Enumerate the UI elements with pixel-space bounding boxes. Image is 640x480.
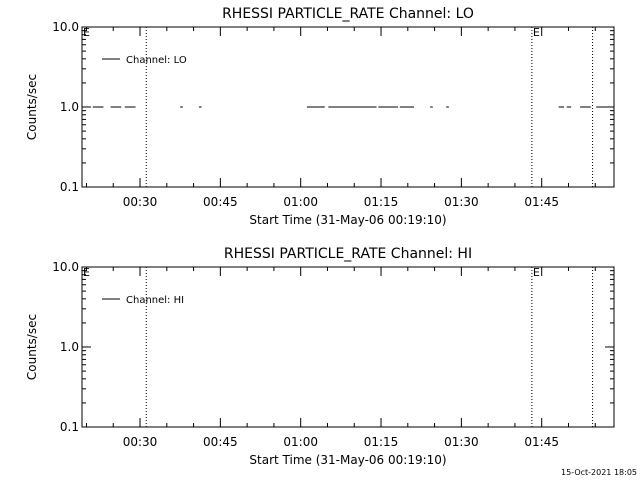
x-axis-label: Start Time (31-May-06 00:19:10) — [249, 213, 446, 227]
left-flag-label: E — [83, 26, 90, 39]
vertical-marker-label: E — [533, 26, 540, 39]
x-tick-label: 00:30 — [123, 195, 158, 209]
y-tick-label: 1.0 — [60, 340, 79, 354]
x-tick-label: 01:45 — [524, 435, 559, 449]
x-tick-label: 00:30 — [123, 435, 158, 449]
vertical-marker-label: E — [533, 266, 540, 279]
chart-title: RHESSI PARTICLE_RATE Channel: HI — [224, 246, 472, 262]
x-axis-label: Start Time (31-May-06 00:19:10) — [249, 453, 446, 467]
legend-label: Channel: HI — [126, 295, 184, 306]
x-tick-label: 01:15 — [364, 195, 399, 209]
y-axis-label: Counts/sec — [25, 314, 39, 380]
panel-hi: RHESSI PARTICLE_RATE Channel: HI 00:30 00:… — [25, 246, 615, 467]
y-tick-label: 1.0 — [60, 100, 79, 114]
x-tick-label: 01:00 — [283, 435, 318, 449]
x-tick-label: 01:45 — [524, 195, 559, 209]
x-tick-label: 00:45 — [203, 195, 238, 209]
x-tick-label: 01:15 — [364, 435, 399, 449]
y-tick-label: 10.0 — [52, 260, 79, 274]
y-tick-label: 10.0 — [52, 20, 79, 34]
y-tick-label: 0.1 — [60, 420, 79, 434]
x-tick-label: 00:45 — [203, 435, 238, 449]
y-axis-label: Counts/sec — [25, 74, 39, 140]
x-tick-label: 01:30 — [444, 435, 479, 449]
left-flag-label: E — [83, 266, 90, 279]
y-tick-label: 0.1 — [60, 180, 79, 194]
plot-frame — [81, 266, 615, 428]
x-tick-label: 01:30 — [444, 195, 479, 209]
chart-title: RHESSI PARTICLE_RATE Channel: LO — [222, 6, 474, 22]
x-tick-label: 01:00 — [283, 195, 318, 209]
footer-timestamp: 15-Oct-2021 18:05 — [561, 468, 637, 477]
legend-label: Channel: LO — [126, 55, 187, 66]
panel-lo: RHESSI PARTICLE_RATE Channel: LO 00:30 00:… — [25, 6, 615, 227]
